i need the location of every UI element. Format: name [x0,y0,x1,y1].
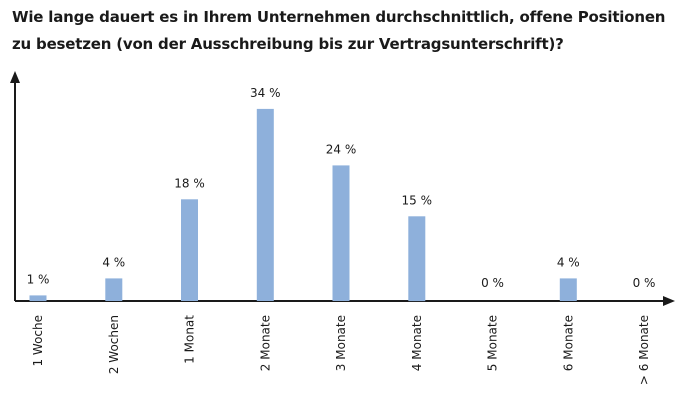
category-tick-label: 1 Monat [183,315,197,364]
category-tick-label: > 6 Monate [637,315,651,385]
category-tick-label: 2 Wochen [107,315,121,374]
bar-value-label: 1 % [27,272,50,286]
chart-category-labels: 1 Woche 2 Wochen 1 Monat 2 Monate 3 Monate 4 … [31,315,651,385]
bar-value-label: 18 % [174,176,205,190]
category-tick-label: 5 Monate [486,315,500,371]
y-axis-arrow [10,71,20,83]
category-tick-label: 1 Woche [31,315,45,367]
chart-bars [29,108,577,302]
bar-value-label: 4 % [557,255,580,269]
bar [29,295,47,302]
bar [408,216,426,302]
bar-value-label: 0 % [633,276,656,290]
chart-title: Wie lange dauert es in Ihrem Unternehmen… [12,8,666,53]
category-tick-label: 6 Monate [561,315,575,371]
category-tick-label: 3 Monate [334,315,348,371]
bar-value-label: 4 % [102,255,125,269]
category-tick-label: 2 Monate [258,315,272,371]
bar-value-label: 24 % [326,142,357,156]
bar [181,199,198,301]
x-axis-arrow [663,296,675,306]
bar [256,108,274,302]
bar-value-label: 34 % [250,86,281,100]
category-tick-label: 4 Monate [410,315,424,371]
bar [105,278,123,301]
bar [332,165,350,301]
bar-value-label: 15 % [402,193,433,207]
bar [559,278,577,301]
chart-value-labels: 1 % 4 % 18 % 34 % 24 % 15 % 0 % 4 % 0 % [27,86,656,290]
bar-value-label: 0 % [481,276,504,290]
